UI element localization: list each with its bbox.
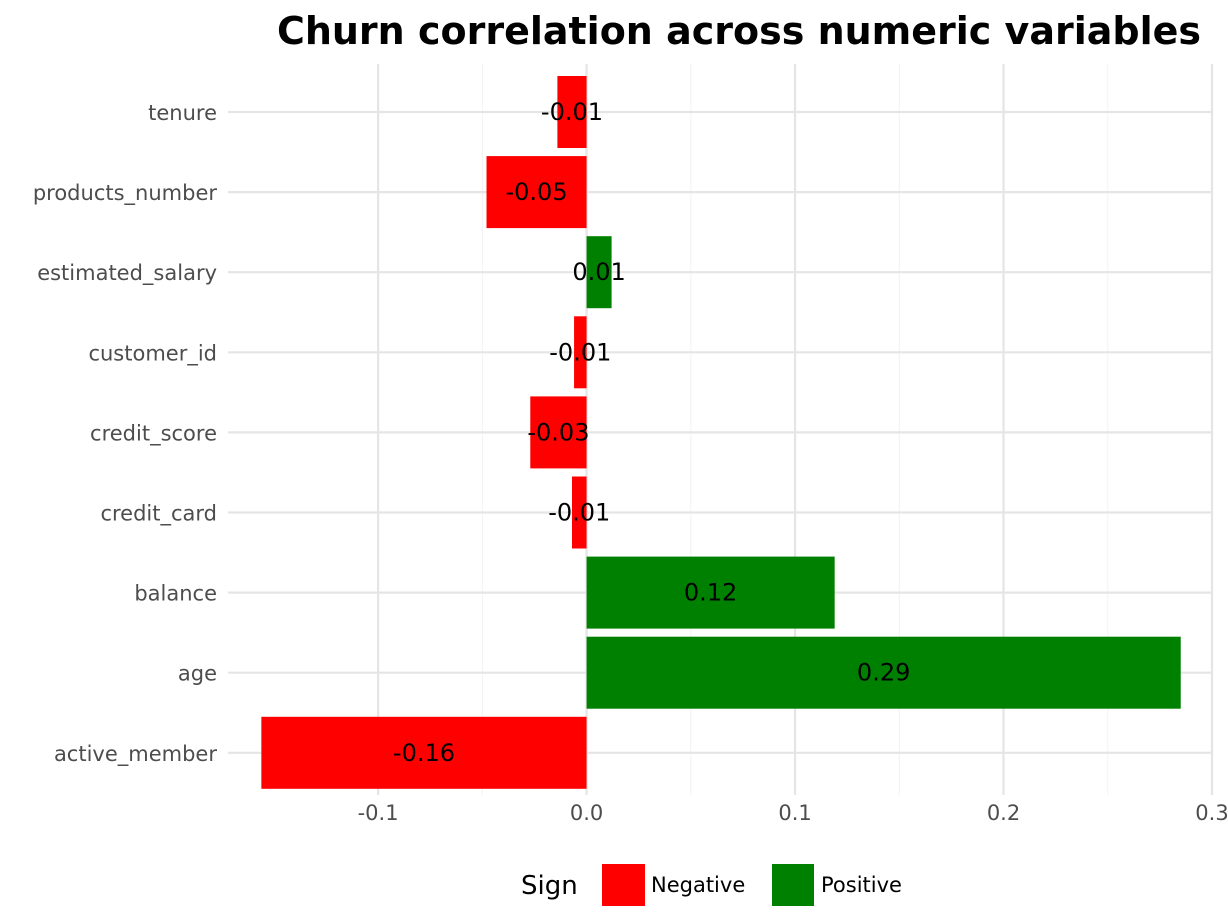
- data-label-balance: 0.12: [684, 579, 737, 607]
- x-axis-ticks: -0.1 0.0 0.1 0.2 0.3: [358, 801, 1228, 825]
- bar-tenure: [557, 76, 587, 148]
- bar-customer_id: [574, 316, 587, 389]
- y-tick-label-active_member: active_member: [54, 742, 217, 767]
- data-label-tenure: -0.01: [541, 98, 603, 126]
- bar-credit_card: [571, 476, 587, 549]
- data-label-age: 0.29: [857, 659, 910, 687]
- y-tick-label-tenure: tenure: [148, 101, 217, 125]
- y-tick-label-customer_id: customer_id: [88, 341, 217, 366]
- y-tick-label-age: age: [178, 662, 217, 686]
- legend-label-positive: Positive: [821, 873, 902, 897]
- bar-active_member: [261, 716, 587, 789]
- data-label-active_member: -0.16: [393, 739, 455, 767]
- x-tick-label: 0.0: [570, 801, 603, 825]
- bar-products_number: [486, 156, 587, 229]
- legend: Sign Negative Positive: [521, 864, 902, 906]
- x-tick-label: 0.2: [987, 801, 1020, 825]
- y-tick-label-products_number: products_number: [33, 181, 218, 206]
- x-tick-label: 0.1: [778, 801, 811, 825]
- y-tick-label-estimated_salary: estimated_salary: [37, 261, 217, 286]
- chart-title: Churn correlation across numeric variabl…: [277, 9, 1201, 53]
- x-tick-label: -0.1: [358, 801, 399, 825]
- bar-estimated_salary: [586, 236, 612, 309]
- y-axis-labels: tenure products_number estimated_salarycus…: [33, 101, 218, 767]
- y-tick-label-credit_card: credit_card: [100, 502, 217, 527]
- legend-title: Sign: [521, 871, 578, 901]
- data-label-credit_card: -0.01: [548, 499, 610, 527]
- x-tick-label: 0.3: [1195, 801, 1228, 825]
- bar-balance: [586, 556, 835, 629]
- y-tick-label-balance: balance: [134, 582, 217, 606]
- legend-label-negative: Negative: [651, 873, 745, 897]
- y-tick-label-credit_score: credit_score: [90, 421, 217, 446]
- data-label-customer_id: -0.01: [549, 338, 611, 366]
- data-labels: -0.01 -0.05 0.01 -0.01 -0.03 -0.01 0.12 0.29 -0.…: [393, 98, 910, 767]
- data-label-credit_score: -0.03: [527, 418, 589, 446]
- data-label-estimated_salary: 0.01: [572, 258, 625, 286]
- legend-swatch-positive: [772, 864, 814, 906]
- legend-swatch-negative: [602, 864, 645, 906]
- bars: [261, 76, 1181, 789]
- bar-age: [586, 636, 1181, 709]
- bar-credit_score: [530, 396, 587, 469]
- data-label-products_number: -0.05: [505, 178, 567, 206]
